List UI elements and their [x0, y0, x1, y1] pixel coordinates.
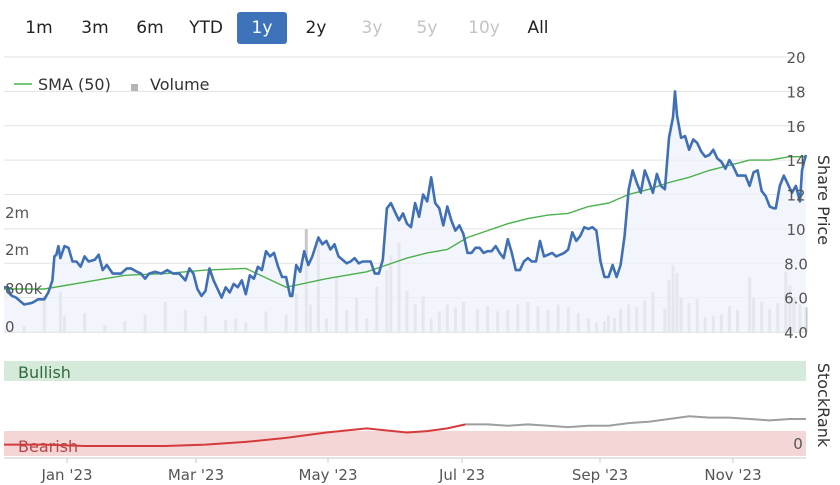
price-tick-label: 14 [786, 152, 805, 170]
x-tick-label: Jul '23 [438, 466, 485, 484]
price-tick-label: 16 [786, 118, 805, 136]
stockrank-axis-title: StockRank [814, 363, 833, 448]
legend-sma-label: SMA (50) [38, 75, 111, 94]
range-button-ytd[interactable]: YTD [189, 18, 223, 38]
price-axis-title: Share Price [814, 155, 833, 245]
range-selector: 1m 3m 6m YTD 1y 2y 3y 5y 10y All [0, 10, 600, 46]
price-tick-label: 6.0 [784, 290, 808, 308]
price-line [4, 90, 808, 306]
stockrank-neutral-line [465, 415, 806, 429]
sma-line [4, 156, 806, 290]
x-tick-label: May '23 [299, 466, 358, 484]
bearish-band [4, 431, 806, 456]
volume-axis-ticks: 0 800k 2m 2m [5, 204, 43, 336]
range-button-10y: 10y [468, 18, 500, 38]
price-tick-label: 20 [786, 49, 805, 67]
bullish-label: Bullish [18, 363, 71, 382]
range-button-all[interactable]: All [527, 18, 549, 38]
stockrank-bearish-line [4, 423, 466, 447]
range-button-3m[interactable]: 3m [81, 18, 109, 38]
range-button-1y[interactable]: 1y [237, 12, 287, 44]
range-button-3y: 3y [361, 18, 383, 38]
price-tick-label: 10 [786, 221, 805, 239]
price-tick-label: 8.0 [784, 255, 808, 273]
x-tick-label: Mar '23 [168, 466, 224, 484]
volume-tick-label: 0 [5, 318, 15, 336]
price-tick-label: 18 [786, 83, 805, 101]
range-button-6m[interactable]: 6m [136, 18, 164, 38]
volume-tick-label: 2m [5, 204, 29, 222]
volume-legend-square-icon [131, 84, 138, 91]
range-button-1m[interactable]: 1m [25, 18, 53, 38]
bullish-band [4, 361, 806, 381]
x-tick-label: Nov '23 [704, 466, 761, 484]
price-axis-ticks: 4.0 6.0 8.0 10 12 14 16 18 20 [784, 49, 808, 342]
x-tick-label: Jan '23 [40, 466, 92, 484]
range-button-5y: 5y [416, 18, 438, 38]
range-button-2y[interactable]: 2y [305, 18, 327, 38]
stockrank-zero-tick: 0 [793, 435, 803, 453]
price-area [4, 91, 806, 333]
volume-tick-label: 800k [5, 280, 43, 298]
price-tick-label: 4.0 [784, 324, 808, 342]
legend: SMA (50) Volume [14, 75, 210, 94]
x-axis-ticks: Jan '23 Mar '23 May '23 Jul '23 Sep '23 Nov '… [40, 458, 762, 484]
legend-volume-label: Volume [150, 75, 210, 94]
bearish-label: Bearish [18, 437, 78, 456]
price-tick-label: 12 [786, 187, 805, 205]
x-tick-label: Sep '23 [572, 466, 628, 484]
volume-tick-label: 2m [5, 241, 29, 259]
